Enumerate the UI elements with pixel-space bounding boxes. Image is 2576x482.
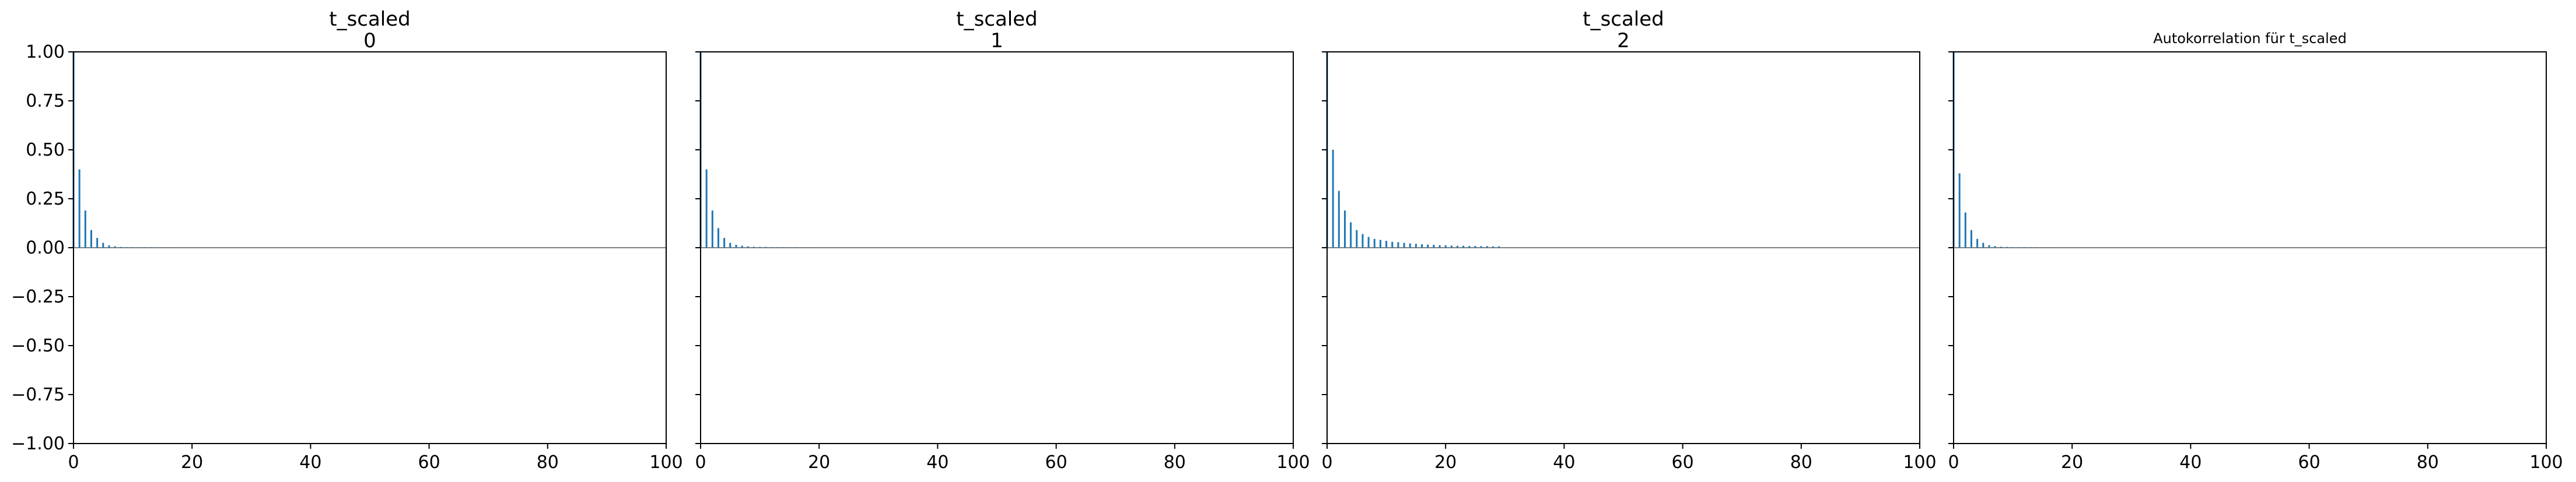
- x-tick-label: 80: [1164, 452, 1186, 473]
- x-tick-label: 20: [1434, 452, 1457, 473]
- x-tick-label: 40: [299, 452, 321, 473]
- panel-title: t_scaled: [1583, 8, 1664, 31]
- y-tick-label: 1.00: [26, 42, 65, 62]
- panel-title: t_scaled: [329, 8, 411, 31]
- x-tick-label: 0: [68, 452, 79, 473]
- x-tick-label: 0: [1321, 452, 1332, 473]
- panel-subtitle: 2: [1617, 29, 1630, 52]
- y-tick-label: 0.50: [26, 140, 65, 160]
- x-tick-label: 20: [2061, 452, 2083, 473]
- x-tick-label: 100: [649, 452, 682, 473]
- x-tick-label: 100: [2529, 452, 2563, 473]
- x-tick-label: 60: [2298, 452, 2320, 473]
- panel-subtitle: 0: [363, 29, 376, 52]
- x-tick-label: 20: [808, 452, 830, 473]
- x-tick-label: 20: [181, 452, 203, 473]
- x-tick-label: 0: [1948, 452, 1959, 473]
- x-tick-label: 60: [1045, 452, 1068, 473]
- panel-title: Autokorrelation für t_scaled: [2153, 30, 2347, 47]
- x-tick-label: 80: [537, 452, 559, 473]
- panel-title: t_scaled: [956, 8, 1038, 31]
- y-tick-label: −0.25: [11, 287, 65, 307]
- x-tick-label: 60: [1672, 452, 1694, 473]
- panel-subtitle: 1: [991, 29, 1003, 52]
- y-tick-label: −0.75: [11, 385, 65, 405]
- x-tick-label: 40: [926, 452, 949, 473]
- y-tick-label: 0.75: [26, 91, 65, 111]
- x-tick-label: 80: [2417, 452, 2439, 473]
- y-tick-label: 0.25: [26, 189, 65, 209]
- x-tick-label: 80: [1790, 452, 1812, 473]
- x-tick-label: 100: [1276, 452, 1310, 473]
- x-tick-label: 40: [1553, 452, 1575, 473]
- y-tick-label: 0.00: [26, 238, 65, 258]
- y-tick-label: −1.00: [11, 434, 65, 454]
- x-tick-label: 60: [418, 452, 440, 473]
- x-tick-label: 40: [2179, 452, 2202, 473]
- x-tick-label: 100: [1903, 452, 1936, 473]
- x-tick-label: 0: [695, 452, 706, 473]
- y-tick-label: −0.50: [11, 336, 65, 356]
